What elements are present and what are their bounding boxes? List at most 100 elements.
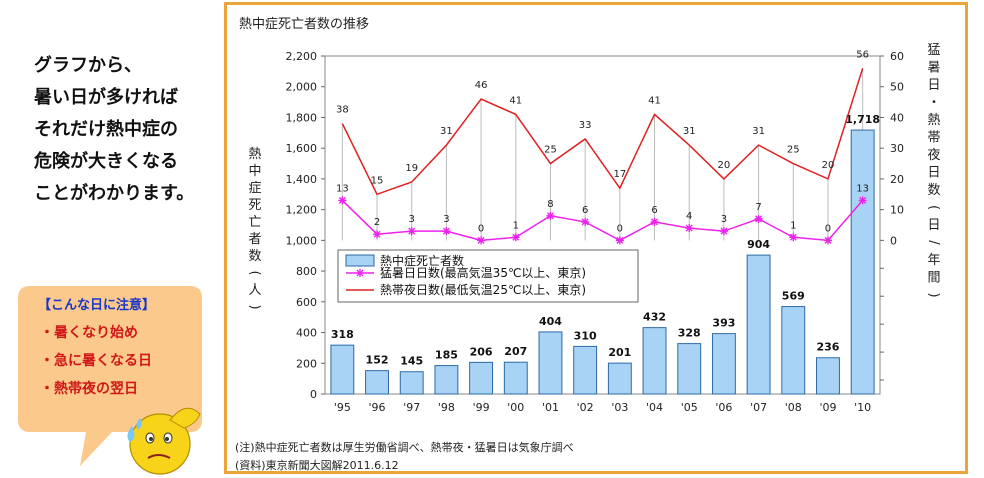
bar (365, 370, 389, 395)
chart-title: 熱中症死亡者数の推移 (239, 17, 370, 32)
heat-day-value-label: 7 (755, 202, 761, 213)
tropical-night-value-label: 41 (648, 95, 661, 106)
sweating-face-icon (127, 407, 201, 475)
tropical-night-value-label: 19 (405, 163, 418, 174)
tropical-night-value-label: 56 (856, 49, 869, 60)
bar-value-label: 236 (816, 341, 839, 354)
x-tick-label: '09 (819, 401, 836, 414)
y-axis-label-char: 人 (248, 283, 261, 298)
legend-heat-marker (356, 269, 364, 277)
y2-axis-label-char: 夜 (927, 148, 940, 163)
heat-day-value-label: 3 (443, 214, 449, 225)
bar-value-label: 404 (539, 315, 562, 328)
x-tick-label: '04 (646, 401, 663, 414)
heat-day-value-label: 0 (617, 223, 623, 234)
message-line: 暑い日が多ければ (34, 87, 178, 108)
bar (399, 371, 424, 395)
message-line: それだけ熱中症の (34, 119, 178, 140)
message-line: グラフから、 (34, 55, 142, 76)
heat-day-value-label: 1 (513, 220, 519, 231)
heat-day-marker (754, 214, 763, 223)
x-tick-label: '08 (785, 401, 802, 414)
y2-axis-label-char: 暑 (927, 61, 940, 76)
bar-value-label: 145 (400, 355, 423, 368)
bar (538, 331, 563, 395)
x-tick-label: '97 (403, 401, 420, 414)
bar-value-label: 393 (712, 317, 735, 330)
y2-tick-label: 40 (890, 111, 904, 124)
y2-axis-label-char: ) (926, 292, 941, 297)
y-tick-label: 1,000 (286, 234, 318, 247)
bar (781, 306, 806, 395)
x-tick-label: '00 (507, 401, 524, 414)
heat-day-marker (407, 227, 416, 236)
tip-item: ・暑くなり始め (40, 325, 138, 341)
tropical-night-value-label: 17 (613, 169, 626, 180)
bar (850, 129, 875, 395)
y2-axis-label-char: ・ (927, 96, 940, 111)
x-tick-label: '05 (681, 401, 698, 414)
heat-day-marker (477, 236, 486, 245)
y-axis-label-char: ( (247, 270, 262, 275)
y-axis-label-char: 熱 (248, 147, 261, 162)
y2-axis-label-char: 日 (927, 166, 940, 181)
bar (607, 362, 632, 395)
legend (337, 249, 639, 303)
heat-day-marker (511, 233, 520, 242)
y2-axis-label-char: 猛 (927, 43, 940, 58)
heat-day-marker (823, 236, 832, 245)
x-tick-label: '96 (369, 401, 386, 414)
heat-day-marker (650, 217, 659, 226)
x-tick-label: '06 (715, 401, 732, 414)
tip-item: ・急に暑くなる日 (40, 353, 152, 369)
heat-day-value-label: 3 (721, 214, 727, 225)
tropical-night-value-label: 31 (752, 126, 765, 137)
bar-value-label: 318 (331, 328, 354, 341)
bar-value-label: 207 (504, 345, 527, 358)
x-tick-label: '99 (473, 401, 490, 414)
tropical-night-value-label: 38 (336, 105, 349, 116)
chart-note: (注)熱中症死亡者数は厚生労働省調べ、熱帯夜・猛暑日は気象庁調べ (235, 441, 574, 454)
y-tick-label: 2,200 (286, 50, 318, 63)
heat-day-value-label: 0 (825, 223, 831, 234)
x-tick-label: '03 (611, 401, 628, 414)
y-tick-label: 1,200 (286, 204, 318, 217)
tropical-night-value-label: 46 (475, 80, 488, 91)
y-tick-label: 2,000 (286, 81, 318, 94)
heat-day-marker (581, 217, 590, 226)
y2-axis-label-char: 日 (927, 78, 940, 93)
legend-label: 熱中症死亡者数 (380, 253, 464, 268)
legend-label: 猛暑日日数(最高気温35℃以上、東京) (380, 265, 586, 280)
bar (816, 357, 840, 395)
bar (573, 345, 598, 395)
heat-day-marker (719, 227, 728, 236)
bar (469, 361, 494, 395)
heat-day-value-label: 2 (374, 217, 380, 228)
bar-value-label: 1,718 (845, 113, 880, 126)
y2-axis-label-char: 年 (927, 253, 940, 268)
bar-value-label: 185 (435, 349, 458, 362)
y-tick-label: 1,800 (286, 111, 318, 124)
bar-value-label: 152 (366, 354, 389, 367)
y2-axis-label-char: 熱 (927, 113, 940, 128)
tropical-night-value-label: 20 (718, 160, 731, 171)
bar (677, 343, 702, 395)
plot-area (324, 55, 881, 395)
heat-day-marker (442, 227, 451, 236)
extreme-heat-days-line (341, 199, 864, 242)
y2-tick-label: 30 (890, 142, 904, 155)
y-axis-label-char: 中 (248, 164, 261, 179)
heat-day-marker (789, 233, 798, 242)
y2-tick-label: 50 (890, 81, 904, 94)
x-tick-label: '95 (334, 401, 351, 414)
heat-day-marker (858, 196, 867, 205)
tropical-night-value-label: 25 (544, 145, 557, 156)
y-axis-label-char: 死 (248, 198, 261, 213)
y2-tick-label: 0 (890, 234, 897, 247)
bar-value-label: 904 (747, 238, 770, 251)
tip-item: ・熱帯夜の翌日 (40, 381, 138, 397)
caution-callout (18, 286, 202, 475)
heat-day-marker (615, 236, 624, 245)
y2-axis-label-char: 帯 (927, 131, 940, 146)
